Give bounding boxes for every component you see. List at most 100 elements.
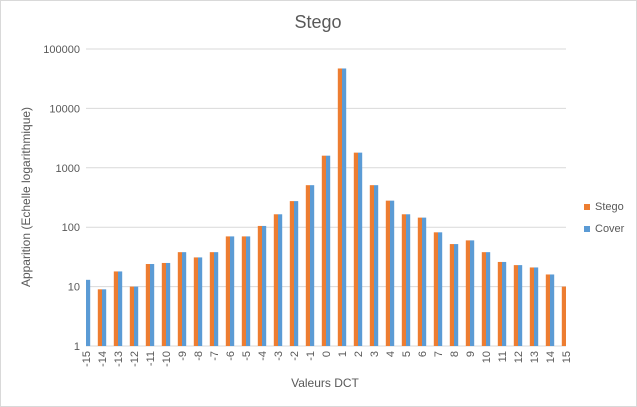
- bar-cover-14: [550, 274, 555, 346]
- bar-stego-2: [353, 152, 358, 346]
- bar-stego--14: [97, 289, 102, 346]
- bar-cover--6: [230, 236, 235, 346]
- legend-swatch-stego: [584, 204, 590, 210]
- x-axis-label: Valeurs DCT: [291, 376, 359, 390]
- x-tick-label: 3: [369, 351, 381, 357]
- y-tick-label: 10: [68, 282, 80, 294]
- bar-cover--15: [86, 279, 91, 346]
- bar-cover--11: [150, 264, 155, 346]
- x-tick-label: -14: [97, 351, 109, 367]
- bar-cover-6: [422, 217, 427, 346]
- x-tick-label: -9: [177, 351, 189, 361]
- y-tick-label: 100000: [43, 44, 80, 56]
- bar-cover--8: [198, 257, 203, 346]
- x-tick-label: -8: [193, 351, 205, 361]
- bar-stego--5: [241, 236, 246, 346]
- bar-stego--13: [113, 271, 118, 346]
- bar-stego-14: [545, 274, 550, 346]
- bar-cover--12: [134, 286, 139, 346]
- bar-stego--11: [145, 264, 150, 346]
- bar-stego-10: [481, 252, 486, 346]
- y-tick-label: 10000: [49, 103, 80, 115]
- bar-cover--4: [262, 225, 267, 346]
- bar-stego-3: [369, 185, 374, 346]
- bar-stego--8: [193, 257, 198, 346]
- x-tick-label: 1: [337, 351, 349, 357]
- bar-stego--4: [257, 225, 262, 346]
- bar-stego--10: [161, 262, 166, 346]
- bar-cover--10: [166, 262, 171, 346]
- bar-cover-0: [326, 155, 331, 346]
- x-tick-label: 13: [529, 351, 541, 363]
- x-tick-label: -1: [305, 351, 317, 361]
- x-tick-label: 2: [353, 351, 365, 357]
- bars: [86, 68, 566, 346]
- x-tick-label: -13: [113, 351, 125, 367]
- x-tick-label: 10: [481, 351, 493, 363]
- x-tick-label: -12: [129, 351, 141, 367]
- x-tick-label: 12: [513, 351, 525, 363]
- y-tick-labels: 1 10 100 1000 10000 100000: [43, 44, 80, 353]
- x-tick-label: -15: [81, 351, 93, 367]
- bar-stego--1: [305, 185, 310, 346]
- bar-cover-1: [342, 68, 347, 346]
- x-tick-label: -7: [209, 351, 221, 361]
- bar-cover-11: [502, 261, 507, 346]
- bar-cover--7: [214, 252, 219, 346]
- bar-cover-4: [390, 200, 395, 346]
- bar-cover-2: [358, 152, 363, 346]
- x-tick-label: -4: [257, 351, 269, 361]
- x-tick-label: 5: [401, 351, 413, 357]
- bar-cover-13: [534, 267, 539, 346]
- x-tick-label: -10: [161, 351, 173, 367]
- bar-cover--2: [294, 201, 299, 346]
- bar-cover--5: [246, 236, 251, 346]
- y-axis-label: Apparition (Echelle logarithmique): [19, 107, 33, 287]
- bar-stego-7: [433, 232, 438, 346]
- legend-label-cover: Cover: [595, 223, 625, 235]
- bar-stego-4: [385, 200, 390, 346]
- bar-stego--2: [289, 201, 294, 346]
- x-tick-label: -3: [273, 351, 285, 361]
- x-tick-labels: -15 -14 -13 -12 -11 -10 -9 -8 -7 -6 -5 -4 -3 -2 -1 0 1 2 3…: [81, 351, 573, 367]
- bar-cover--3: [278, 214, 283, 346]
- legend: Stego Cover: [584, 201, 625, 235]
- bar-stego-5: [401, 214, 406, 346]
- bar-stego-13: [529, 267, 534, 346]
- x-tick-label: 8: [449, 351, 461, 357]
- bar-stego-1: [337, 68, 342, 346]
- x-tick-label: 15: [561, 351, 573, 363]
- x-tick-label: 4: [385, 351, 397, 357]
- bar-stego-6: [417, 217, 422, 346]
- bar-stego--3: [273, 214, 278, 346]
- bar-stego--6: [225, 236, 230, 346]
- bar-cover--14: [102, 289, 107, 346]
- x-tick-label: 9: [465, 351, 477, 357]
- bar-cover-7: [438, 232, 443, 346]
- chart-title: Stego: [294, 12, 341, 32]
- bar-stego--7: [209, 252, 214, 346]
- bar-cover--1: [310, 185, 315, 346]
- bar-stego-8: [449, 244, 454, 346]
- x-tick-label: 11: [497, 351, 509, 362]
- x-tick-label: -2: [289, 351, 301, 361]
- x-tick-label: 7: [433, 351, 445, 357]
- bar-cover-8: [454, 244, 459, 346]
- y-tick-label: 100: [62, 222, 80, 234]
- bar-stego-15: [561, 286, 566, 346]
- bar-cover--13: [118, 271, 123, 346]
- bar-stego-9: [465, 240, 470, 346]
- bar-stego--9: [177, 252, 182, 346]
- bar-cover-12: [518, 265, 523, 346]
- legend-label-stego: Stego: [595, 201, 624, 213]
- y-tick-label: 1000: [56, 163, 80, 175]
- bar-cover--9: [182, 252, 187, 346]
- bar-stego-12: [513, 265, 518, 346]
- bar-stego-11: [497, 261, 502, 346]
- bar-cover-3: [374, 185, 379, 346]
- bar-cover-10: [486, 252, 491, 346]
- x-tick-label: -11: [145, 351, 157, 366]
- bar-stego-0: [321, 155, 326, 346]
- legend-swatch-cover: [584, 226, 590, 232]
